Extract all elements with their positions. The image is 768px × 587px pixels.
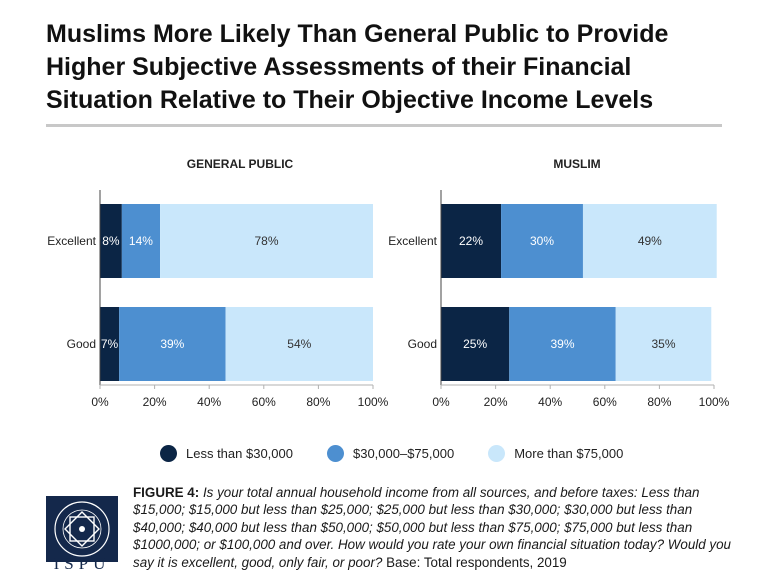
- general-public-data-label-good-30-000-75-000: 39%: [160, 337, 184, 351]
- muslim-data-label-good-30-000-75-000: 39%: [550, 337, 574, 351]
- muslim-x-tick-label-1: 20%: [484, 395, 508, 409]
- muslim-category-label-good: Good: [408, 337, 437, 351]
- ispu-logo-icon: [46, 496, 118, 562]
- muslim-x-tick-label-2: 40%: [538, 395, 562, 409]
- general-public-data-label-good-more-than-75-000: 54%: [287, 337, 311, 351]
- charts-canvas: GENERAL PUBLIC Excellent 8% 14% 78% Good 7% 39%…: [47, 157, 730, 409]
- general-public-data-label-excellent-less-than-30-000: 8%: [102, 234, 120, 248]
- muslim-panel-title: MUSLIM: [553, 157, 600, 171]
- legend-item-low: Less than $30,000: [160, 444, 293, 462]
- muslim-data-label-excellent-30-000-75-000: 30%: [530, 234, 554, 248]
- muslim-bar-good-more-than-75-000: [615, 307, 712, 381]
- general-public-bar-good-less-than-30-000: [100, 307, 120, 381]
- general-public-bar-good-30-000-75-000: [119, 307, 226, 381]
- muslim-data-label-good-more-than-75-000: 35%: [651, 337, 675, 351]
- muslim-data-label-good-less-than-30-000: 25%: [463, 337, 487, 351]
- general-public-category-label-excellent: Excellent: [47, 234, 96, 248]
- chart-title: Muslims More Likely Than General Public …: [46, 20, 669, 114]
- muslim-bar-good-less-than-30-000: [441, 307, 510, 381]
- general-public-data-label-good-less-than-30-000: 7%: [101, 337, 119, 351]
- caption-figure-label: FIGURE 4:: [133, 485, 200, 500]
- muslim-x-tick-label-0: 0%: [432, 395, 450, 409]
- muslim-bar-excellent-30-000-75-000: [501, 204, 583, 278]
- general-public-data-label-excellent-30-000-75-000: 14%: [129, 234, 153, 248]
- general-public-x-tick-label-4: 80%: [306, 395, 330, 409]
- legend-item-high: More than $75,000: [488, 444, 624, 462]
- logo-wordmark: ISPU: [53, 554, 111, 573]
- general-public-x-tick-label-1: 20%: [143, 395, 167, 409]
- muslim-x-tick-label-5: 100%: [699, 395, 730, 409]
- title-divider: [46, 124, 722, 127]
- general-public-x-tick-label-0: 0%: [91, 395, 109, 409]
- muslim-bar-excellent-more-than-75-000: [582, 204, 717, 278]
- caption-question: Is your total annual household income fr…: [133, 485, 732, 570]
- general-public-bar-excellent-30-000-75-000: [121, 204, 161, 278]
- general-public-category-label-good: Good: [67, 337, 96, 351]
- legend-swatch-mid: [326, 444, 344, 462]
- general-public-panel-title: GENERAL PUBLIC: [187, 157, 294, 171]
- general-public-x-tick-label-3: 60%: [252, 395, 276, 409]
- general-public-bar-excellent-less-than-30-000: [100, 204, 122, 278]
- muslim-bar-good-30-000-75-000: [509, 307, 616, 381]
- muslim-x-tick-label-4: 80%: [647, 395, 671, 409]
- general-public-bar-good-more-than-75-000: [225, 307, 373, 381]
- general-public-x-tick-label-5: 100%: [358, 395, 389, 409]
- legend-label-low: Less than $30,000: [186, 445, 293, 461]
- muslim-category-label-excellent: Excellent: [388, 234, 437, 248]
- legend-item-mid: $30,000–$75,000: [326, 444, 455, 462]
- muslim-data-label-excellent-less-than-30-000: 22%: [459, 234, 483, 248]
- legend-label-mid: $30,000–$75,000: [352, 445, 455, 461]
- general-public-x-tick-label-2: 40%: [197, 395, 221, 409]
- muslim-x-tick-label-3: 60%: [593, 395, 617, 409]
- muslim-bar-excellent-less-than-30-000: [441, 204, 502, 278]
- legend-label-high: More than $75,000: [514, 445, 624, 461]
- figure-caption: FIGURE 4: Is your total annual household…: [133, 484, 733, 571]
- general-public-data-label-excellent-more-than-75-000: 78%: [255, 234, 279, 248]
- caption-base: Base: Total respondents, 2019: [386, 554, 567, 570]
- legend: Less than $30,000 $30,000–$75,000 More t…: [160, 443, 657, 463]
- legend-swatch-high: [488, 444, 506, 462]
- muslim-data-label-excellent-more-than-75-000: 49%: [638, 234, 662, 248]
- legend-swatch-low: [160, 444, 177, 462]
- general-public-bar-excellent-more-than-75-000: [160, 204, 373, 278]
